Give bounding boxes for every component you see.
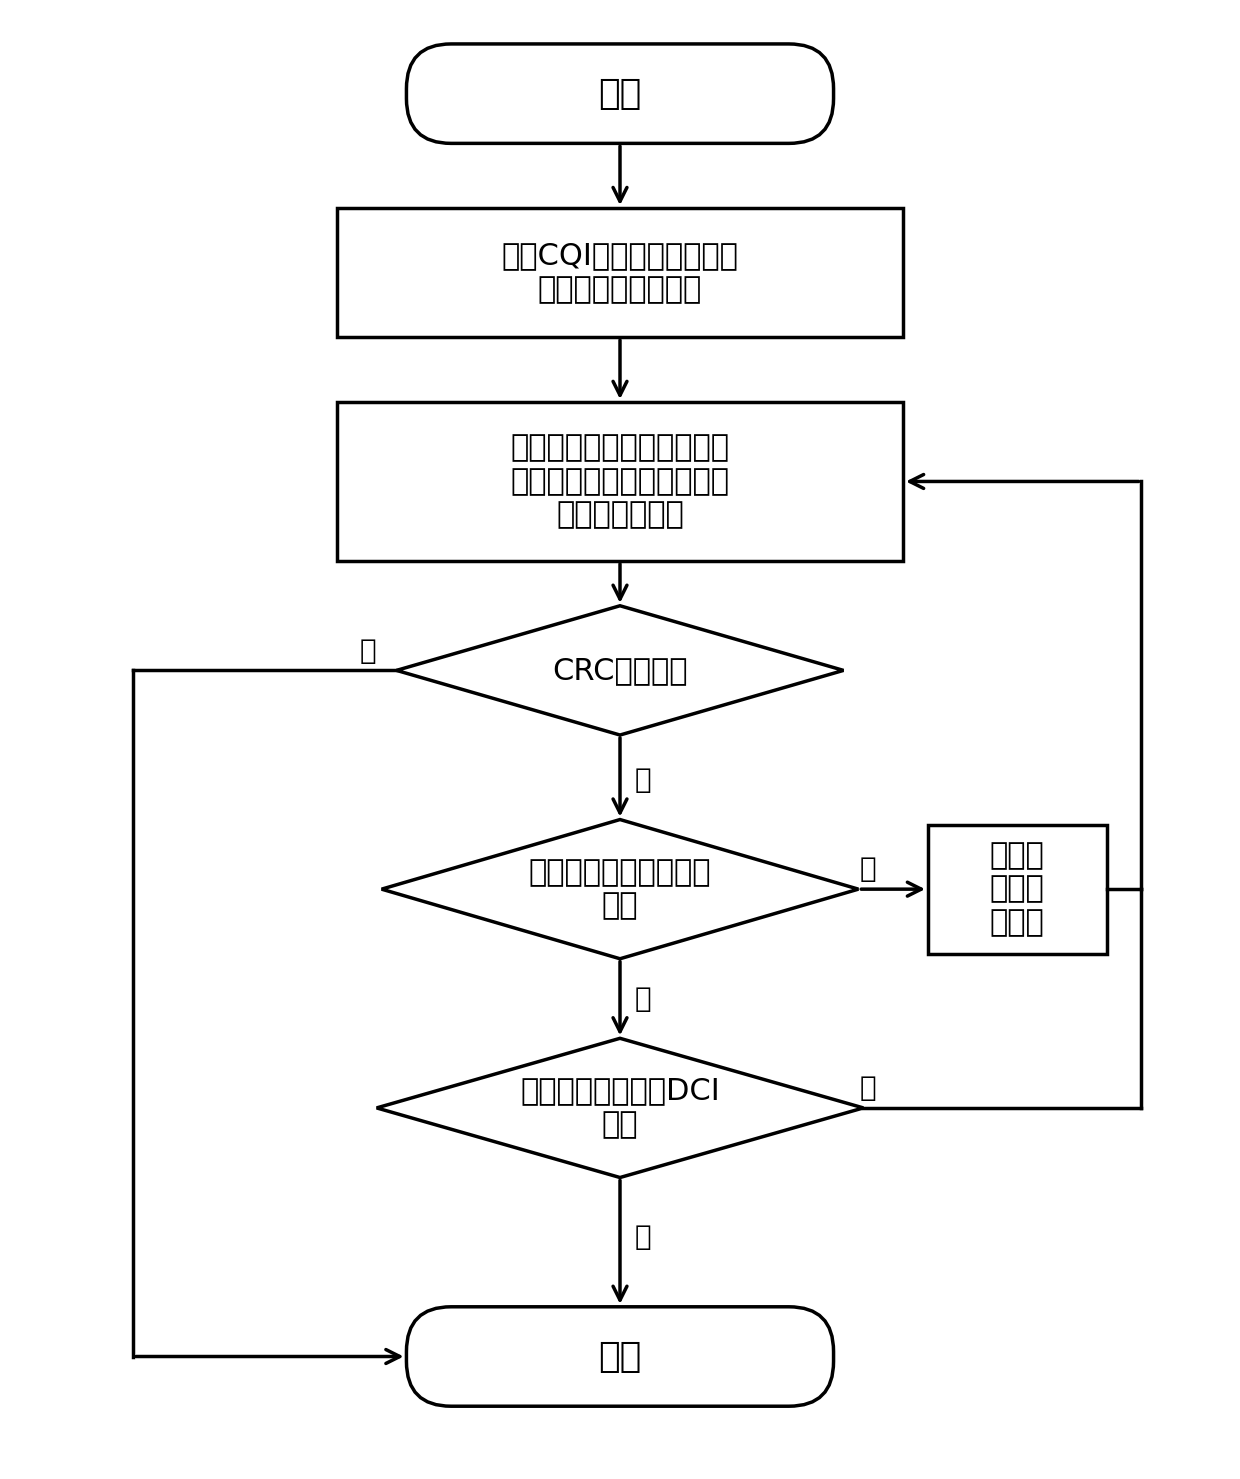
Bar	[337, 402, 903, 561]
Text: 结束: 结束	[599, 1340, 641, 1374]
Text: 是: 是	[861, 1074, 877, 1102]
Text: 否: 否	[635, 1223, 651, 1251]
Text: 是: 是	[635, 985, 651, 1013]
Text: 是否遍历所有未被剔除
候选: 是否遍历所有未被剔除 候选	[528, 858, 712, 920]
Text: 选取次
大功率
候选集: 选取次 大功率 候选集	[990, 842, 1044, 938]
Text: 是否需检测第二个DCI
格式: 是否需检测第二个DCI 格式	[520, 1077, 720, 1139]
Bar	[928, 824, 1107, 954]
Text: 否: 否	[635, 766, 651, 794]
FancyBboxPatch shape	[407, 44, 833, 143]
Text: CRC校验成功: CRC校验成功	[552, 655, 688, 685]
Bar	[337, 209, 903, 337]
Polygon shape	[397, 606, 843, 735]
Text: 否: 否	[861, 855, 877, 883]
FancyBboxPatch shape	[407, 1307, 833, 1407]
Text: 是: 是	[360, 636, 377, 664]
Text: 根据当前聚合等级顺序对各
聚合等级下平均功率最大的
候选集进行盲检: 根据当前聚合等级顺序对各 聚合等级下平均功率最大的 候选集进行盲检	[511, 433, 729, 529]
Polygon shape	[382, 819, 858, 958]
Text: 利用CQI值自适应确定当前
盲检的聚合等级顺序: 利用CQI值自适应确定当前 盲检的聚合等级顺序	[501, 241, 739, 305]
Polygon shape	[377, 1038, 863, 1177]
Text: 开始: 开始	[599, 77, 641, 111]
